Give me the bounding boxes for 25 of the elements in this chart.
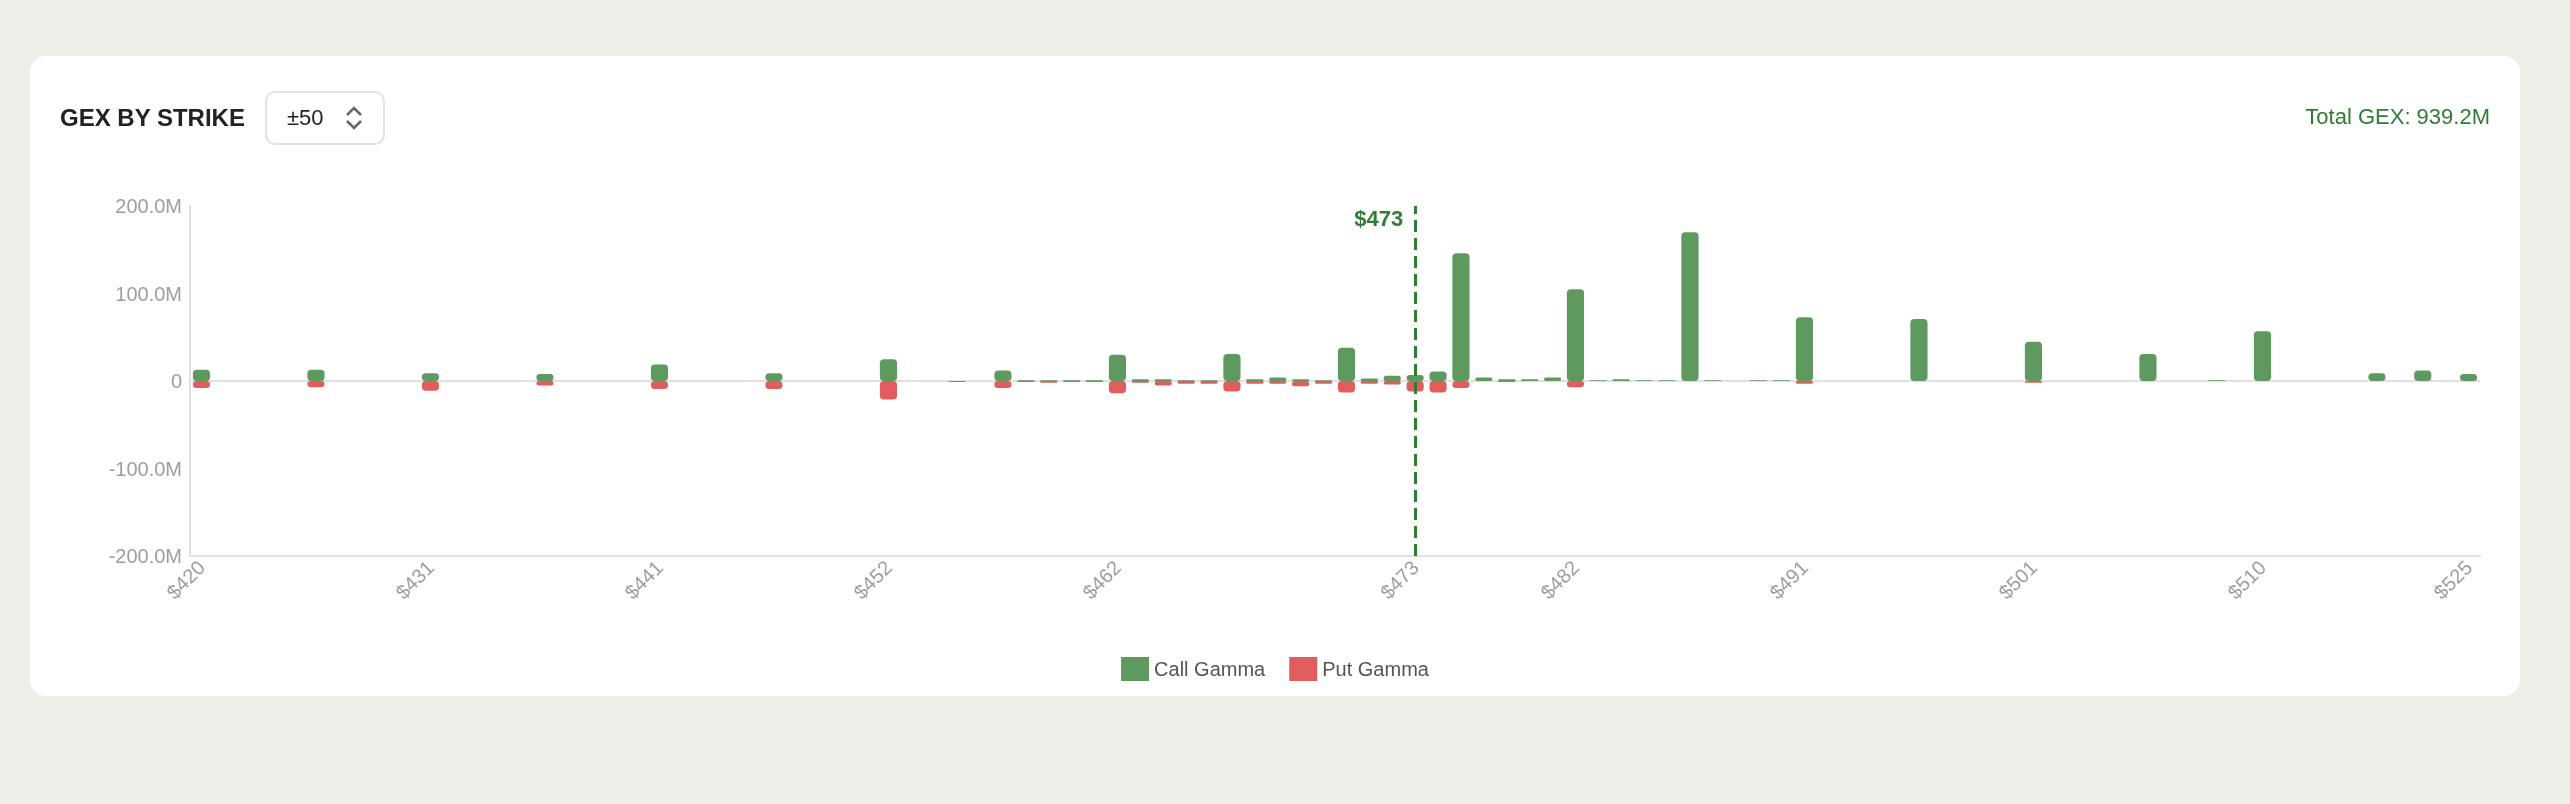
y-tick-label: -100.0M: [108, 457, 182, 480]
ref-line-label: $473: [1354, 205, 1404, 231]
bar: [1566, 289, 1585, 381]
bar: [1795, 317, 1814, 381]
bar: [1337, 347, 1356, 381]
bar: [1910, 318, 1928, 381]
chart-subtitle: Total GEX: 939.2M: [2305, 104, 2490, 130]
legend-label: Call Gamma: [1154, 658, 1267, 680]
bar: [879, 359, 898, 381]
y-tick-label: -200.0M: [108, 545, 182, 567]
bar: [2253, 331, 2272, 381]
bar: [1452, 253, 1470, 381]
y-tick-label: 0: [170, 370, 182, 392]
legend-label: Put Gamma: [1322, 658, 1430, 680]
bar: [650, 364, 669, 381]
bar: [1108, 354, 1127, 381]
text: ±50: [286, 105, 324, 131]
bar: [2024, 341, 2043, 381]
y-tick-label: 100.0M: [115, 282, 182, 305]
chart-title: GEX BY STRIKE: [60, 104, 245, 132]
bar: [1681, 232, 1699, 381]
bar: [2139, 353, 2157, 381]
bar: [1223, 353, 1241, 381]
bar: [879, 381, 898, 400]
y-tick-label: 200.0M: [115, 195, 182, 217]
